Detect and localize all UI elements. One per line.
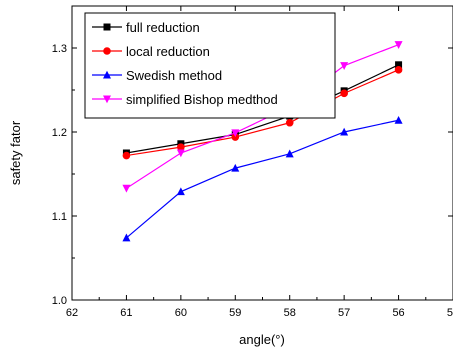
legend-label: simplified Bishop medthod: [126, 92, 278, 107]
x-tick-label: 55: [447, 307, 453, 319]
legend-item: Swedish method: [92, 68, 222, 83]
data-point: [394, 66, 403, 74]
x-axis-ticks: 62 61 60 59 58 57 56 55: [66, 6, 453, 319]
legend-marker: [103, 47, 111, 55]
y-tick-label: 1.2: [52, 127, 67, 139]
data-point: [122, 151, 131, 160]
y-tick-label: 1.1: [52, 211, 67, 223]
y-tick-label: 1.0: [52, 295, 67, 307]
x-axis-label: angle(°): [239, 332, 285, 347]
data-point: [176, 149, 185, 158]
data-point: [394, 115, 403, 124]
series-line: [126, 119, 399, 239]
data-point: [122, 233, 131, 242]
y-axis-ticks: 1.0 1.1 1.2 1.3: [52, 43, 453, 307]
x-tick-label: 61: [120, 307, 132, 319]
x-tick-label: 60: [175, 307, 187, 319]
x-tick-label: 58: [284, 307, 296, 319]
series-line: [126, 69, 399, 157]
legend-marker: [103, 95, 111, 104]
legend: full reduction local reduction Swedish met…: [84, 12, 336, 119]
legend-marker: [103, 23, 111, 31]
series-line: [126, 44, 399, 189]
data-point: [394, 41, 403, 49]
x-tick-label: 57: [338, 307, 350, 319]
legend-item: full reduction: [92, 20, 200, 35]
y-tick-label: 1.3: [52, 43, 67, 55]
data-point: [176, 187, 185, 196]
series-local-reduction: [122, 66, 403, 160]
data-point: [177, 143, 185, 151]
series-layer: [122, 41, 403, 242]
data-point: [122, 184, 131, 193]
legend-item: simplified Bishop medthod: [92, 92, 278, 107]
data-point: [285, 118, 294, 127]
x-tick-label: 62: [66, 307, 78, 319]
y-axis-label: safety fator: [8, 120, 23, 185]
data-point: [285, 149, 294, 158]
legend-box: [84, 12, 336, 119]
data-point: [340, 127, 349, 136]
series-swedish-method: [122, 115, 403, 242]
data-point: [231, 163, 240, 172]
legend-label: local reduction: [126, 44, 210, 59]
data-point: [231, 129, 240, 138]
legend-label: Swedish method: [126, 68, 222, 83]
legend-marker: [103, 70, 111, 79]
data-point: [340, 62, 349, 70]
legend-label: full reduction: [126, 20, 200, 35]
x-tick-label: 56: [392, 307, 404, 319]
data-point: [340, 89, 348, 98]
data-point: [395, 61, 403, 69]
series-line: [126, 64, 399, 154]
x-tick-label: 59: [229, 307, 241, 319]
legend-item: local reduction: [92, 44, 210, 59]
